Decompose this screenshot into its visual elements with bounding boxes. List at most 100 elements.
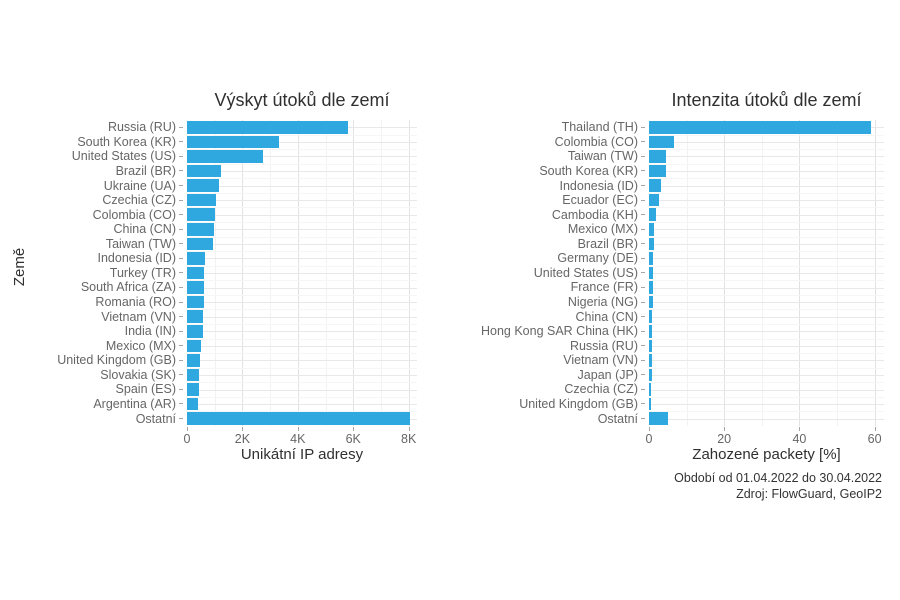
category-label: Indonesia (ID) <box>97 251 176 266</box>
x-tick-mark <box>187 427 188 431</box>
category-label: Thailand (TH) <box>561 120 638 135</box>
category-label: United States (US) <box>533 265 638 280</box>
y-tick-mark <box>179 345 183 347</box>
minor-gridline <box>187 178 417 180</box>
category-label: United States (US) <box>71 149 176 164</box>
category-row: Argentina (AR) <box>0 397 183 412</box>
category-row: Mexico (MX) <box>0 338 183 353</box>
y-tick-mark <box>641 374 645 376</box>
y-tick-mark <box>179 126 183 128</box>
bar <box>649 368 652 382</box>
y-tick-mark <box>179 330 183 332</box>
x-tick-mark <box>874 427 876 431</box>
y-tick-mark <box>641 126 645 128</box>
category-row: Thailand (TH) <box>450 120 645 135</box>
x-tick-label: 20 <box>717 432 732 446</box>
category-row: Turkey (TR) <box>0 266 183 281</box>
category-row: Vietnam (VN) <box>0 309 183 324</box>
category-row: India (IN) <box>0 324 183 339</box>
category-row: Hong Kong SAR China (HK) <box>450 324 645 339</box>
category-label: Germany (DE) <box>557 251 638 266</box>
minor-gridline <box>649 396 884 398</box>
y-tick-mark <box>179 214 183 216</box>
category-label: Brazil (BR) <box>577 236 638 251</box>
category-row: Japan (JP) <box>450 368 645 383</box>
minor-gridline <box>187 280 417 282</box>
y-tick-mark <box>179 141 183 143</box>
category-label: Argentina (AR) <box>93 396 176 411</box>
y-tick-mark <box>641 170 645 172</box>
minor-gridline <box>187 324 417 325</box>
major-gridline <box>649 229 884 231</box>
plot-panel <box>187 120 417 426</box>
major-gridline <box>649 171 884 172</box>
y-tick-mark <box>641 228 645 230</box>
major-gridline <box>187 316 417 318</box>
category-row: Germany (DE) <box>450 251 645 266</box>
minor-gridline <box>649 222 884 223</box>
y-tick-mark <box>641 286 645 288</box>
y-tick-mark <box>179 257 183 259</box>
y-tick-mark <box>179 403 183 405</box>
minor-gridline <box>649 324 884 325</box>
minor-gridline <box>649 294 884 296</box>
y-tick-mark <box>641 243 645 245</box>
caption-period: Období od 01.04.2022 do 30.04.2022 <box>674 471 882 485</box>
minor-gridline <box>187 353 417 355</box>
minor-gridline <box>649 353 884 355</box>
y-tick-mark <box>179 170 183 172</box>
y-tick-mark <box>179 286 183 288</box>
caption: Období od 01.04.2022 do 30.04.2022 Zdroj… <box>674 470 882 503</box>
major-gridline <box>187 273 417 274</box>
minor-gridline <box>649 149 884 151</box>
category-label: Slovakia (SK) <box>100 367 176 382</box>
category-row: Brazil (BR) <box>0 164 183 179</box>
bar <box>187 208 215 221</box>
bar <box>187 397 199 411</box>
x-tick-mark <box>649 427 650 431</box>
bar <box>187 135 279 149</box>
y-tick-mark <box>641 403 645 405</box>
minor-gridline <box>187 367 417 369</box>
category-label: France (FR) <box>570 280 638 295</box>
category-row: France (FR) <box>450 280 645 295</box>
major-gridline <box>187 156 417 158</box>
y-tick-mark <box>179 199 183 201</box>
caption-source: Zdroj: FlowGuard, GeoIP2 <box>736 487 882 502</box>
minor-gridline <box>187 382 417 384</box>
x-tick-mark <box>799 427 801 431</box>
y-tick-mark <box>641 316 645 318</box>
bar <box>187 193 217 207</box>
bar <box>187 179 219 192</box>
bar <box>187 150 263 163</box>
minor-gridline <box>187 149 417 151</box>
major-gridline <box>649 258 884 260</box>
bar <box>649 252 654 265</box>
category-label: Spain (ES) <box>115 382 176 397</box>
x-axis: 0 20 40 60 <box>646 427 884 449</box>
minor-gridline <box>649 163 884 165</box>
bar <box>187 266 205 280</box>
category-label: Russia (RU) <box>107 120 176 135</box>
chart-title: Intenzita útoků dle zemí <box>671 90 862 110</box>
category-label: Ostatní <box>597 411 638 426</box>
major-gridline <box>649 389 884 391</box>
bar <box>649 150 667 163</box>
bar <box>187 237 214 251</box>
major-gridline <box>187 171 417 172</box>
bar <box>649 135 675 149</box>
category-row: Indonesia (ID) <box>450 178 645 193</box>
category-row: South Korea (KR) <box>450 164 645 179</box>
minor-gridline <box>649 178 884 180</box>
bar <box>649 193 659 207</box>
category-label: Vietnam (VN) <box>101 309 176 324</box>
x-tick-label: 0 <box>183 432 191 446</box>
category-label: Russia (RU) <box>569 338 638 353</box>
category-row: Brazil (BR) <box>450 237 645 252</box>
minor-gridline <box>187 338 417 340</box>
category-label: South Africa (ZA) <box>80 280 176 295</box>
major-gridline <box>649 302 884 304</box>
major-gridline <box>187 243 417 245</box>
y-tick-mark <box>179 388 183 390</box>
minor-gridline <box>649 382 884 384</box>
